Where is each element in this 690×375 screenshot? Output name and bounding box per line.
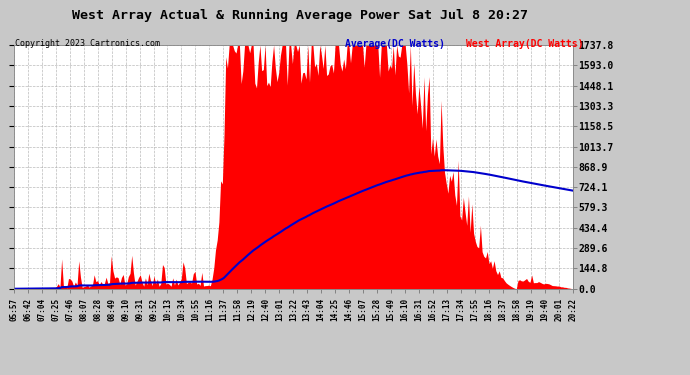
Text: West Array Actual & Running Average Power Sat Jul 8 20:27: West Array Actual & Running Average Powe… bbox=[72, 9, 528, 22]
Text: Average(DC Watts): Average(DC Watts) bbox=[345, 39, 445, 50]
Text: Copyright 2023 Cartronics.com: Copyright 2023 Cartronics.com bbox=[15, 39, 160, 48]
Text: West Array(DC Watts): West Array(DC Watts) bbox=[466, 39, 583, 50]
